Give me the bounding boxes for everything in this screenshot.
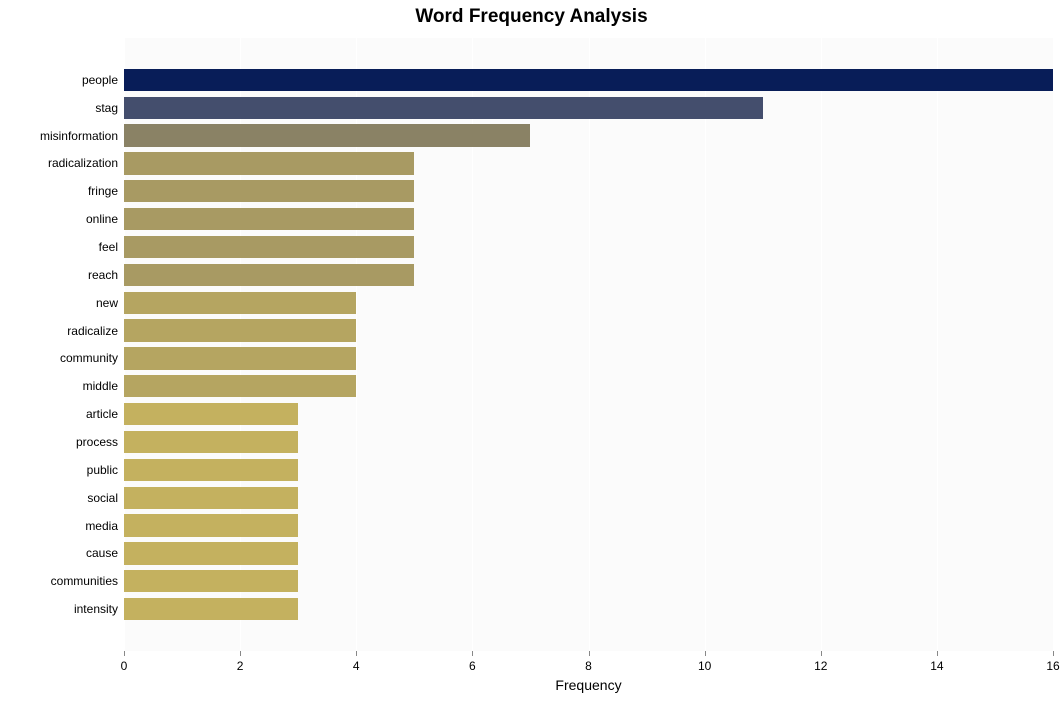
x-tick-label: 2 bbox=[237, 659, 244, 673]
y-tick-label: process bbox=[76, 435, 118, 449]
y-tick-label: media bbox=[85, 519, 118, 533]
y-tick-label: public bbox=[87, 463, 118, 477]
grid-line bbox=[705, 38, 706, 651]
y-tick-label: fringe bbox=[88, 184, 118, 198]
bar bbox=[124, 542, 298, 564]
y-tick-label: reach bbox=[88, 268, 118, 282]
x-axis-title: Frequency bbox=[124, 677, 1053, 693]
bar bbox=[124, 208, 414, 230]
x-tick bbox=[124, 651, 125, 656]
y-tick-label: radicalize bbox=[67, 324, 118, 338]
y-tick-label: people bbox=[82, 73, 118, 87]
y-tick-label: feel bbox=[99, 240, 118, 254]
y-tick-label: social bbox=[87, 491, 118, 505]
bar bbox=[124, 514, 298, 536]
x-tick-label: 14 bbox=[930, 659, 943, 673]
bar bbox=[124, 403, 298, 425]
x-tick-label: 6 bbox=[469, 659, 476, 673]
y-tick-label: intensity bbox=[74, 602, 118, 616]
bar bbox=[124, 97, 763, 119]
y-tick-label: stag bbox=[95, 101, 118, 115]
y-tick-label: article bbox=[86, 407, 118, 421]
bar bbox=[124, 124, 530, 146]
bar bbox=[124, 431, 298, 453]
x-tick bbox=[1053, 651, 1054, 656]
y-tick-label: radicalization bbox=[48, 156, 118, 170]
bar bbox=[124, 570, 298, 592]
x-tick bbox=[589, 651, 590, 656]
x-tick bbox=[356, 651, 357, 656]
y-tick-label: new bbox=[96, 296, 118, 310]
x-tick-label: 16 bbox=[1046, 659, 1059, 673]
plot-area bbox=[124, 38, 1053, 651]
grid-line bbox=[821, 38, 822, 651]
bar bbox=[124, 598, 298, 620]
grid-line bbox=[1053, 38, 1054, 651]
x-tick-label: 0 bbox=[121, 659, 128, 673]
y-tick-label: community bbox=[60, 351, 118, 365]
y-tick-label: communities bbox=[51, 574, 118, 588]
bar bbox=[124, 347, 356, 369]
x-tick bbox=[937, 651, 938, 656]
x-tick bbox=[821, 651, 822, 656]
grid-line bbox=[937, 38, 938, 651]
bar bbox=[124, 487, 298, 509]
x-tick-label: 12 bbox=[814, 659, 827, 673]
bar bbox=[124, 236, 414, 258]
y-tick-label: cause bbox=[86, 546, 118, 560]
y-tick-label: middle bbox=[83, 379, 118, 393]
x-tick bbox=[240, 651, 241, 656]
bar bbox=[124, 180, 414, 202]
y-tick-label: online bbox=[86, 212, 118, 226]
x-tick bbox=[705, 651, 706, 656]
word-frequency-chart: Word Frequency Analysis Frequency 0 2 4 6 8 1… bbox=[0, 0, 1063, 701]
bar bbox=[124, 152, 414, 174]
bar bbox=[124, 264, 414, 286]
bar bbox=[124, 319, 356, 341]
x-tick bbox=[472, 651, 473, 656]
y-tick-label: misinformation bbox=[40, 129, 118, 143]
bar bbox=[124, 69, 1053, 91]
grid-line bbox=[589, 38, 590, 651]
x-tick-label: 10 bbox=[698, 659, 711, 673]
bar bbox=[124, 292, 356, 314]
bar bbox=[124, 459, 298, 481]
chart-title: Word Frequency Analysis bbox=[0, 6, 1063, 28]
bar bbox=[124, 375, 356, 397]
x-tick-label: 4 bbox=[353, 659, 360, 673]
x-tick-label: 8 bbox=[585, 659, 592, 673]
